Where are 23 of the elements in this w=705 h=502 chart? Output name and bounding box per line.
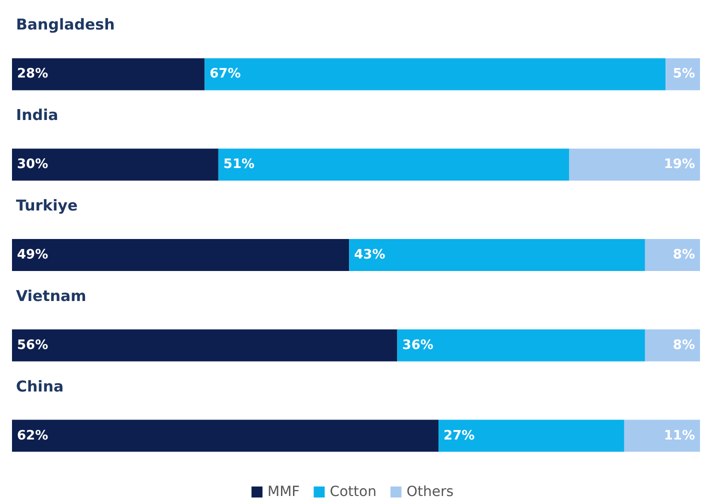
- data-label: 43%: [354, 248, 386, 262]
- data-label: 56%: [17, 338, 48, 353]
- legend-label: MMF: [267, 484, 300, 500]
- data-label: 51%: [223, 157, 255, 172]
- data-label: 19%: [664, 157, 695, 172]
- y-tick-label: Turkiye: [16, 196, 78, 214]
- data-label: 27%: [444, 428, 475, 444]
- y-tick-label: China: [16, 377, 64, 396]
- y-tick-label: Vietnam: [16, 286, 86, 305]
- y-tick-label: Bangladesh: [16, 16, 115, 34]
- data-label: 62%: [17, 428, 48, 444]
- data-label: 67%: [210, 66, 241, 82]
- data-label: 11%: [664, 428, 695, 444]
- data-label: 8%: [672, 338, 695, 353]
- data-label: 36%: [402, 338, 434, 353]
- data-label: 8%: [672, 248, 695, 262]
- y-tick-label: India: [16, 106, 58, 124]
- data-label: 30%: [17, 157, 48, 172]
- data-label: 49%: [17, 248, 48, 262]
- legend-label: Others: [406, 484, 454, 500]
- legend-label: Cotton: [330, 484, 376, 500]
- data-label: 5%: [672, 66, 695, 82]
- data-label: 28%: [17, 66, 48, 82]
